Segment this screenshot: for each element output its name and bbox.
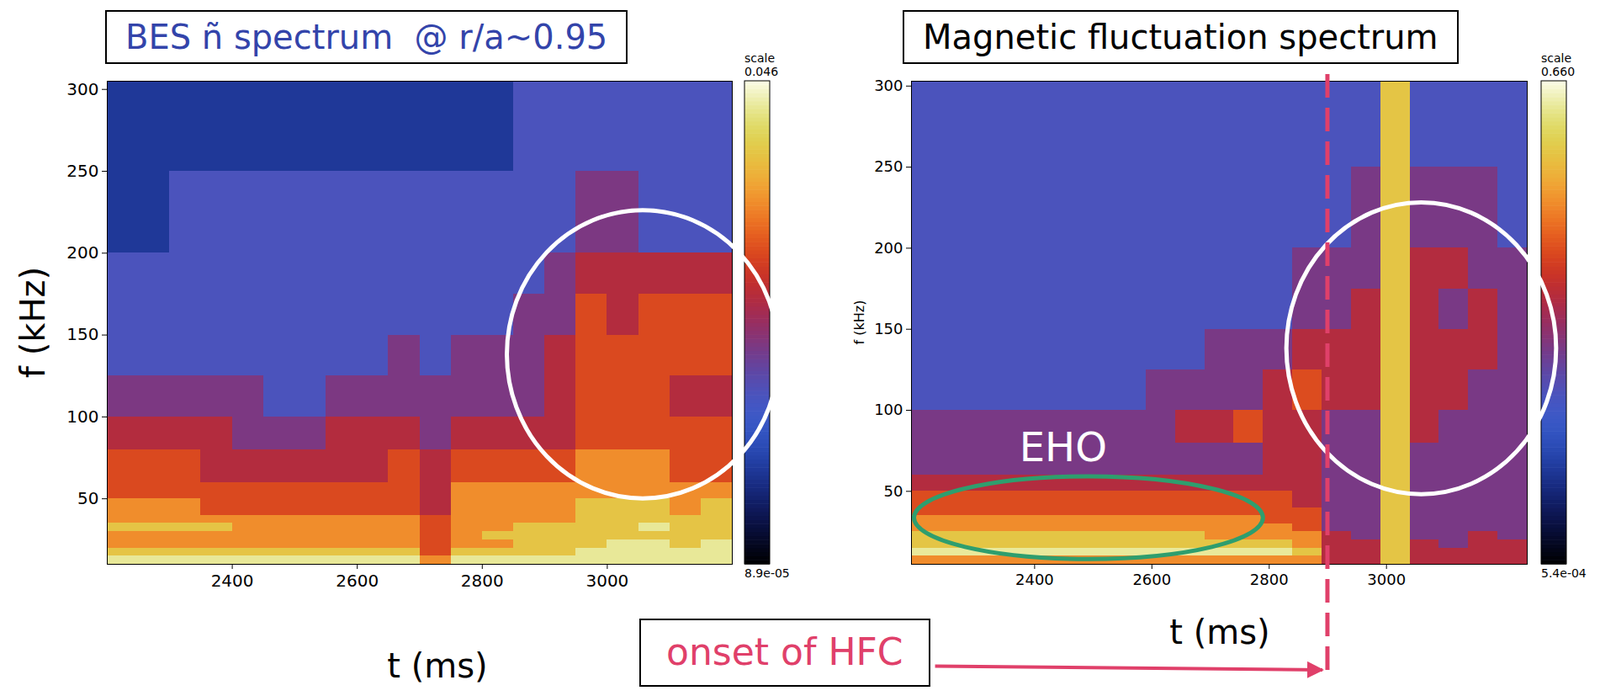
svg-text:0.046: 0.046 (744, 64, 779, 79)
svg-text:2800: 2800 (1250, 570, 1289, 589)
svg-text:t (ms): t (ms) (386, 646, 488, 685)
svg-text:f (kHz): f (kHz) (13, 266, 53, 378)
svg-text:scale: scale (1541, 51, 1572, 65)
html-text:Magnetic fluctuation spectrum: Magnetic fluctuation spectrum (922, 17, 1439, 57)
svg-text:2800: 2800 (460, 570, 504, 591)
svg-text:scale: scale (744, 51, 775, 65)
svg-text:300: 300 (66, 79, 99, 100)
svg-text:t (ms): t (ms) (1169, 612, 1270, 652)
svg-text:3000: 3000 (1366, 570, 1406, 589)
svg-text:f (kHz): f (kHz) (851, 300, 868, 345)
svg-text:2400: 2400 (211, 570, 255, 591)
svg-text:100: 100 (874, 400, 903, 419)
svg-text:50: 50 (77, 487, 99, 509)
svg-text:50: 50 (884, 482, 904, 500)
svg-text:250: 250 (874, 157, 903, 175)
svg-text:8.9e-05: 8.9e-05 (744, 566, 790, 580)
svg-text:200: 200 (66, 242, 99, 263)
svg-text:250: 250 (66, 160, 99, 181)
svg-text:300: 300 (874, 76, 903, 95)
svg-text:2400: 2400 (1015, 570, 1055, 589)
svg-text:150: 150 (66, 323, 99, 345)
svg-text:2600: 2600 (335, 570, 379, 591)
svg-text:150: 150 (874, 319, 903, 338)
svg-text:100: 100 (66, 406, 99, 427)
svg-text:5.4e-04: 5.4e-04 (1541, 566, 1587, 580)
html-text:BES ñ spectrum @ r/a~0.95: BES ñ spectrum @ r/a~0.95 (125, 17, 608, 57)
html-text:onset of HFC: onset of HFC (666, 630, 904, 673)
svg-text:0.660: 0.660 (1541, 64, 1575, 79)
svg-text:200: 200 (874, 238, 903, 257)
svg-text:3000: 3000 (585, 570, 629, 591)
svg-text:EHO: EHO (1019, 423, 1108, 471)
svg-text:2600: 2600 (1132, 570, 1171, 589)
